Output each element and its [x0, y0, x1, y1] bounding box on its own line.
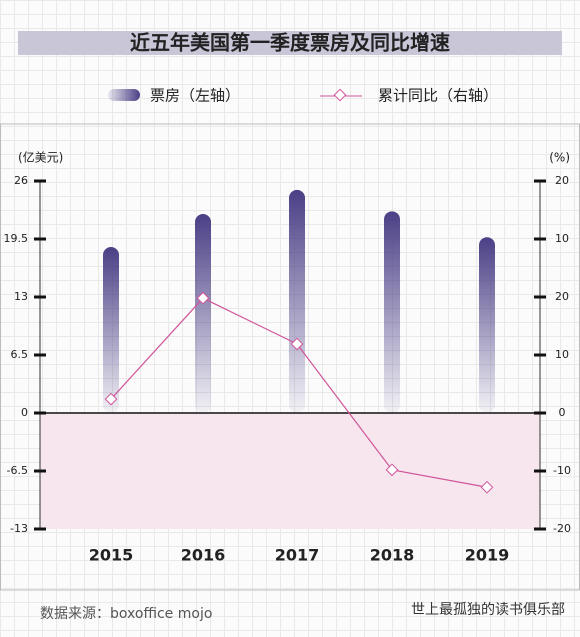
legend-swatch: [108, 89, 140, 101]
legend-label: 票房（左轴）: [150, 87, 240, 105]
chart-title: 近五年美国第一季度票房及同比增速: [130, 31, 450, 55]
y2-tick-label: 10: [555, 348, 569, 361]
y-tick-label: -6.5: [7, 464, 28, 477]
source: 数据来源：boxoffice mojo: [40, 606, 212, 622]
y-tick-label: 19.5: [4, 232, 29, 245]
y2-tick-label: 20: [555, 290, 569, 303]
y2-axis-label: (%): [549, 151, 570, 165]
y-tick-label: 6.5: [11, 348, 29, 361]
negative-region: [40, 413, 540, 529]
line-marker: [290, 337, 304, 351]
bar: [195, 214, 211, 413]
x-tick-label: 2016: [181, 546, 226, 565]
line-marker: [385, 463, 399, 477]
bar: [479, 237, 495, 413]
y2-tick-label: -20: [553, 522, 571, 535]
x-tick-label: 2017: [275, 546, 320, 565]
bar: [103, 247, 119, 413]
y2-tick-label: 20: [555, 174, 569, 187]
x-tick-label: 2019: [465, 546, 510, 565]
line-marker: [480, 480, 494, 494]
bar: [289, 189, 305, 413]
y-tick-label: -13: [10, 522, 28, 535]
line-marker: [104, 392, 118, 406]
line-marker: [196, 291, 210, 305]
y-axis-label: (亿美元): [18, 150, 63, 165]
y2-tick-label: -10: [553, 464, 571, 477]
watermark: 世上最孤独的读书俱乐部: [411, 601, 565, 618]
y2-tick-label: 10: [555, 232, 569, 245]
bar: [384, 211, 400, 413]
legend-label: 累计同比（右轴）: [378, 87, 498, 105]
y-tick-label: 13: [14, 290, 28, 303]
y-tick-label: 0: [21, 406, 28, 419]
title-banner: [18, 31, 562, 55]
legend-marker: [333, 88, 347, 102]
x-tick-label: 2015: [89, 546, 134, 565]
x-tick-label: 2018: [370, 546, 415, 565]
y2-tick-label: 0: [559, 406, 566, 419]
y-tick-label: 26: [14, 174, 28, 187]
